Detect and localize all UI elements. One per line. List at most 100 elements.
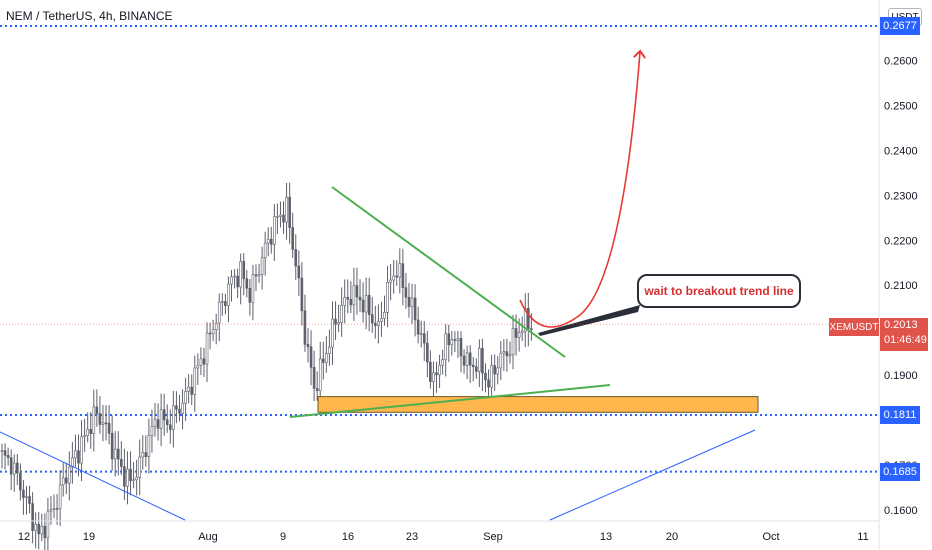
candle-body: [202, 358, 206, 365]
candle-body: [107, 422, 111, 434]
symbol-title[interactable]: NEM / TetherUS, 4h, BINANCE: [6, 9, 173, 23]
candle-body: [162, 409, 166, 421]
candle-body: [80, 436, 83, 464]
y-tick-label: 0.2200: [884, 235, 918, 247]
candle-body: [71, 457, 74, 468]
candle-body: [101, 422, 105, 425]
candle-body: [444, 333, 448, 361]
candle-body: [12, 462, 16, 475]
candle-body: [273, 216, 276, 245]
candle-body: [520, 330, 524, 334]
x-tick-label: 13: [600, 531, 612, 543]
candle-body: [31, 503, 34, 531]
candle-body: [92, 406, 96, 434]
candle-body: [321, 358, 325, 363]
candle-body: [34, 523, 37, 531]
candle-body: [325, 353, 328, 363]
x-tick-label: 20: [666, 531, 678, 543]
candle-body: [19, 472, 22, 491]
candle-body: [447, 333, 451, 346]
candle-body: [165, 419, 169, 426]
candle-body: [364, 294, 368, 313]
candle-body: [383, 312, 386, 319]
support-zone: [317, 396, 759, 413]
candle-body: [260, 257, 264, 275]
candle-body: [126, 468, 129, 487]
x-tick-label: 19: [83, 531, 95, 543]
candle-body: [233, 275, 236, 278]
candle-body: [190, 386, 194, 395]
candle-body: [242, 261, 246, 280]
candle-body: [404, 287, 408, 298]
projected-move-arrow: [519, 52, 640, 328]
bar-countdown: 01:46:49: [884, 334, 927, 346]
candle-body: [288, 196, 291, 228]
candle-body: [392, 275, 395, 281]
candle-body: [58, 484, 62, 509]
candle-body: [116, 448, 120, 460]
candle-body: [303, 310, 307, 345]
price-level-tag: 0.1685: [880, 462, 920, 481]
x-tick-label: 16: [342, 531, 354, 543]
x-tick-label: 9: [280, 531, 286, 543]
candle-body: [74, 450, 77, 459]
candle-body: [377, 321, 380, 326]
y-tick-label: 0.2300: [884, 190, 918, 202]
candle-body: [159, 409, 163, 429]
candle-body: [269, 238, 273, 245]
candle-body: [123, 466, 126, 487]
candle-body: [343, 297, 347, 306]
candle-body: [230, 276, 233, 285]
candle-body: [306, 344, 310, 348]
candle-body: [352, 285, 356, 306]
candle-body: [432, 372, 435, 382]
candle-body: [199, 358, 203, 366]
candle-body: [505, 351, 509, 357]
candle-body: [527, 307, 530, 329]
candle-body: [150, 426, 154, 436]
candle-body: [64, 477, 68, 484]
price-level-tag: 0.1811: [880, 406, 920, 424]
y-tick-label: 0.1600: [884, 505, 918, 517]
candle-body: [337, 322, 340, 325]
candle-body: [282, 214, 285, 223]
candle-body: [441, 359, 444, 366]
x-tick-label: Aug: [198, 531, 218, 543]
price-axis[interactable]: 0.16000.17000.19000.21000.22000.23000.24…: [884, 56, 918, 517]
candle-body: [490, 365, 493, 388]
candle-body: [349, 298, 353, 306]
candle-body: [370, 314, 374, 324]
candle-body: [153, 419, 157, 427]
annotation-text: wait to breakout trend line: [644, 284, 794, 298]
candle-body: [77, 450, 80, 464]
candle-body: [46, 510, 50, 539]
candle-body: [346, 297, 350, 300]
candle-body: [221, 301, 224, 303]
candle-body: [224, 301, 227, 306]
time-axis[interactable]: 12 19 Aug 9 16 23 Sep 13 20 Oct 11: [18, 531, 869, 543]
candle-body: [315, 388, 319, 392]
candle-body: [471, 364, 475, 368]
price-level-tag: 0.2677: [880, 17, 920, 36]
candle-body: [147, 435, 151, 457]
candle-body: [493, 365, 496, 375]
candle-body: [254, 274, 258, 277]
candle-body: [208, 332, 212, 335]
candle-body: [217, 301, 221, 324]
candle-body: [456, 338, 460, 341]
callout-pointer: [538, 305, 640, 336]
annotation-callout: wait to breakout trend line: [637, 274, 801, 308]
candle-body: [496, 367, 500, 375]
candle-body: [239, 261, 242, 288]
candle-body: [104, 422, 108, 425]
candle-body: [438, 364, 441, 376]
candle-body: [309, 346, 313, 368]
candle-body: [398, 263, 402, 278]
candle-body: [474, 366, 478, 372]
candle-body: [205, 332, 209, 365]
candle-body: [508, 354, 512, 357]
candle-body: [416, 319, 420, 335]
candle-body: [214, 322, 218, 330]
candle-body: [15, 462, 19, 474]
